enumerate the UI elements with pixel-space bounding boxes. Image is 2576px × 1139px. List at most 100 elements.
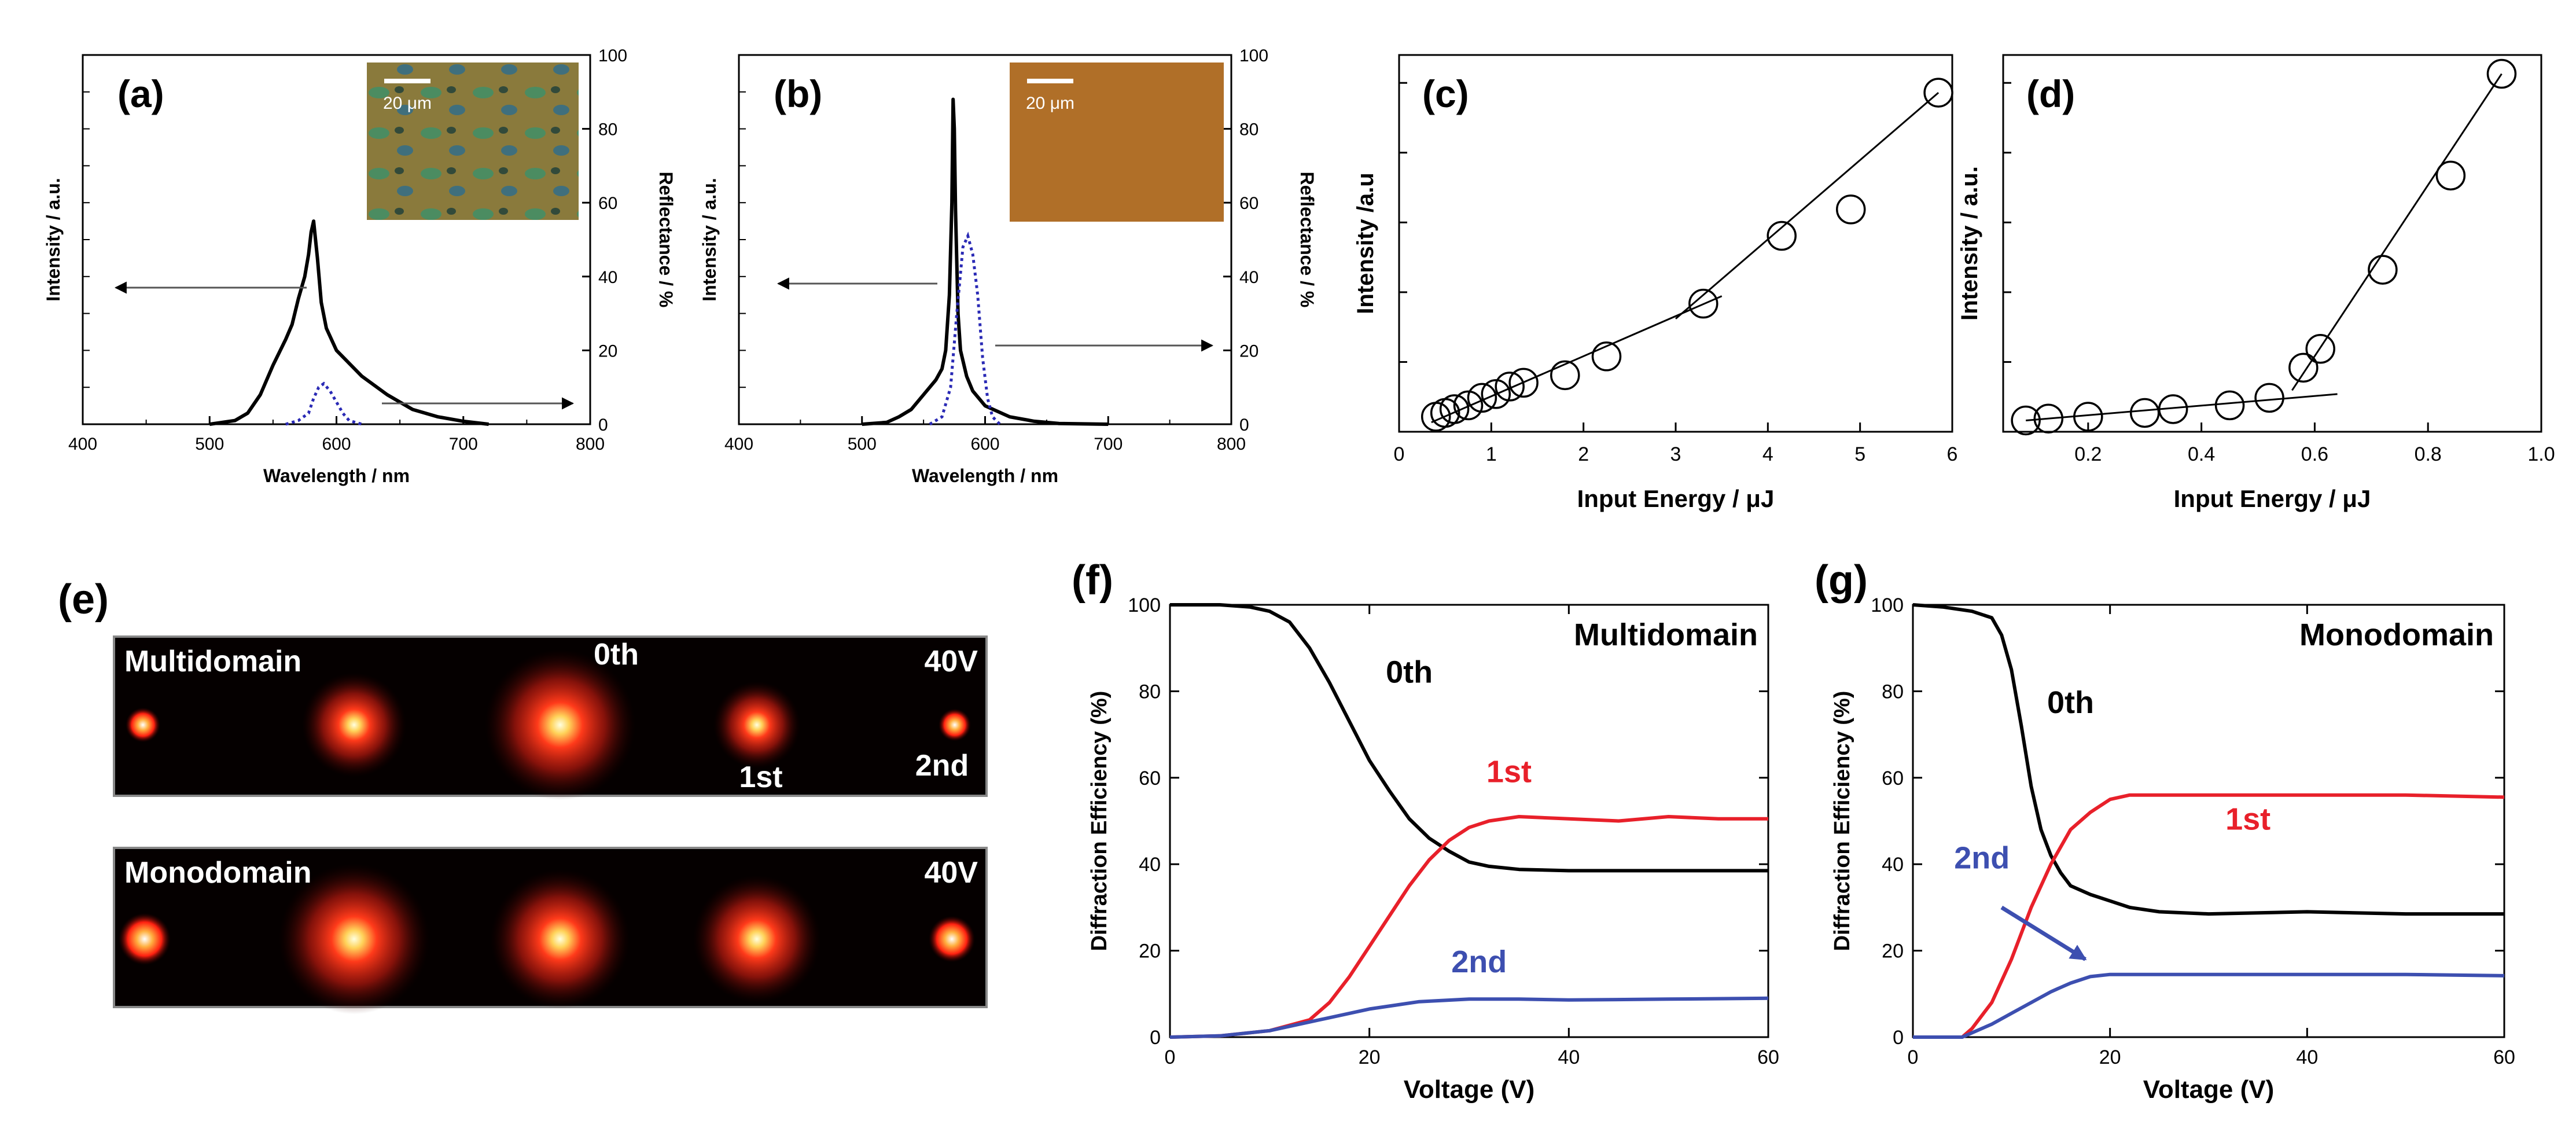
diffraction-spot [929, 916, 975, 962]
panel-letter: (c) [1422, 72, 1469, 115]
chart-annotation: Multidomain [1574, 618, 1758, 652]
intensity-line [862, 97, 1109, 426]
data-point [2254, 383, 2284, 413]
x-tick-label: 600 [322, 435, 351, 454]
data-point [2435, 160, 2466, 191]
diffraction-spot [713, 681, 800, 769]
y2-tick-label: 60 [598, 194, 617, 213]
data-point [1591, 341, 1622, 372]
x-tick-label: 20 [1359, 1046, 1381, 1068]
x-tick-label: 40 [2296, 1046, 2318, 1068]
x-tick-label: 3 [1670, 443, 1681, 465]
x-tick-label: 700 [449, 435, 478, 454]
series-line-2nd [1913, 972, 2505, 1039]
micrograph-inset: 20 μm [1010, 63, 1224, 222]
x-tick-label: 20 [2099, 1046, 2121, 1068]
x-tick-label: 0 [1394, 443, 1405, 465]
x-tick-label: 1.0 [2527, 443, 2555, 465]
panel-f: 0 20 40 60 0 20 40 60 80 100 Voltage (V) Diffractio… [1072, 557, 1779, 1104]
series-label-1st: 1st [2225, 802, 2270, 836]
series-line-2nd [1169, 996, 1769, 1039]
x-tick-label: 40 [1558, 1046, 1580, 1068]
reflectance-line [285, 381, 363, 426]
reflectance-line [929, 232, 1001, 426]
photo-voltage: 40V [924, 856, 978, 890]
x-tick-label: 0.6 [2301, 443, 2328, 465]
diffraction-spot [491, 869, 630, 1009]
x-tick-label: 0 [1165, 1046, 1176, 1068]
x-tick-label: 60 [2493, 1046, 2515, 1068]
micrograph-image [367, 63, 579, 220]
y2-tick-label: 40 [598, 268, 617, 287]
data-point [1923, 78, 1953, 108]
x-tick-label: 5 [1854, 443, 1865, 465]
diffraction-photo-bottom: Monodomain 40V [113, 847, 988, 1015]
x-tick-label: 800 [576, 435, 605, 454]
y-tick-label: 100 [1128, 594, 1161, 616]
data-point [2305, 334, 2335, 364]
x-tick-label: 6 [1947, 443, 1958, 465]
plot-frame [1169, 604, 1769, 1038]
chart-annotation: Monodomain [2299, 618, 2494, 652]
y2-tick-label: 0 [598, 416, 608, 435]
x-tick-label: 400 [724, 435, 753, 454]
series-line-0th [1170, 603, 1768, 873]
x-tick-label: 4 [1762, 443, 1773, 465]
y-tick-label: 20 [1139, 940, 1161, 962]
y-axis-label: Intensity / a.u. [699, 178, 720, 301]
diffraction-photo-top: Multidomain 40V 0th 1st 2nd [113, 635, 988, 800]
x-tick-label: 0.2 [2074, 443, 2102, 465]
series-line-1st [1169, 815, 1768, 1039]
panel-c: 0 1 2 3 4 5 6 Input Energy / μJ Intensity /a.u (c… [1353, 54, 1958, 512]
panel-g: 0 20 40 60 0 20 40 60 80 100 Voltage (V) Diffractio… [1815, 557, 2515, 1104]
diffraction-spot [939, 708, 971, 741]
y-tick-label: 60 [1882, 767, 1904, 789]
intensity-line [209, 219, 489, 426]
series-label-0th: 0th [1386, 655, 1433, 689]
y2-tick-label: 80 [598, 120, 617, 139]
data-point [2214, 390, 2245, 421]
y-tick-label: 20 [1882, 940, 1904, 962]
x-tick-label: 400 [68, 435, 97, 454]
x-axis-label: Input Energy / μJ [1577, 485, 1775, 512]
data-point [1467, 383, 1497, 413]
y-tick-label: 40 [1882, 854, 1904, 876]
fit-line [1431, 295, 1723, 424]
data-point [2288, 352, 2319, 383]
y2-tick-label: 20 [598, 341, 617, 361]
data-point [1508, 368, 1539, 398]
micrograph-image [1010, 63, 1224, 222]
data-point [2486, 58, 2517, 89]
diffraction-spot [126, 707, 160, 743]
panel-letter: (g) [1815, 557, 1868, 604]
x-tick-label: 0 [1908, 1046, 1919, 1068]
y2-axis-label: Reflectance / % [1297, 172, 1318, 308]
x-tick-label: 500 [848, 435, 877, 454]
x-tick-label: 600 [970, 435, 999, 454]
y2-tick-label: 0 [1239, 416, 1249, 435]
y2-tick-label: 80 [1239, 120, 1258, 139]
y-tick-label: 0 [1893, 1027, 1904, 1049]
x-axis-label: Wavelength / nm [263, 465, 410, 486]
panel-letter: (f) [1072, 557, 1113, 604]
diffraction-spot [279, 864, 429, 1015]
data-point [1550, 360, 1580, 391]
data-point [1481, 379, 1511, 409]
data-point [2158, 394, 2188, 424]
panel-letter: (d) [2026, 72, 2075, 115]
series-label-2nd: 2nd [1954, 841, 2010, 876]
plot-frame [2002, 54, 2542, 433]
y2-axis-label: Reflectance / % [656, 172, 676, 308]
x-axis-label: Voltage (V) [2143, 1075, 2275, 1104]
x-axis-label: Input Energy / μJ [2174, 485, 2371, 512]
plot-frame [1398, 54, 1953, 433]
photo-voltage: 40V [924, 645, 978, 678]
fit-line [2026, 393, 2338, 421]
data-point [2073, 402, 2103, 432]
series-label-2nd: 2nd [1451, 945, 1507, 979]
x-tick-label: 0.4 [2188, 443, 2215, 465]
x-tick-label: 0.8 [2415, 443, 2442, 465]
x-tick-label: 800 [1217, 435, 1246, 454]
